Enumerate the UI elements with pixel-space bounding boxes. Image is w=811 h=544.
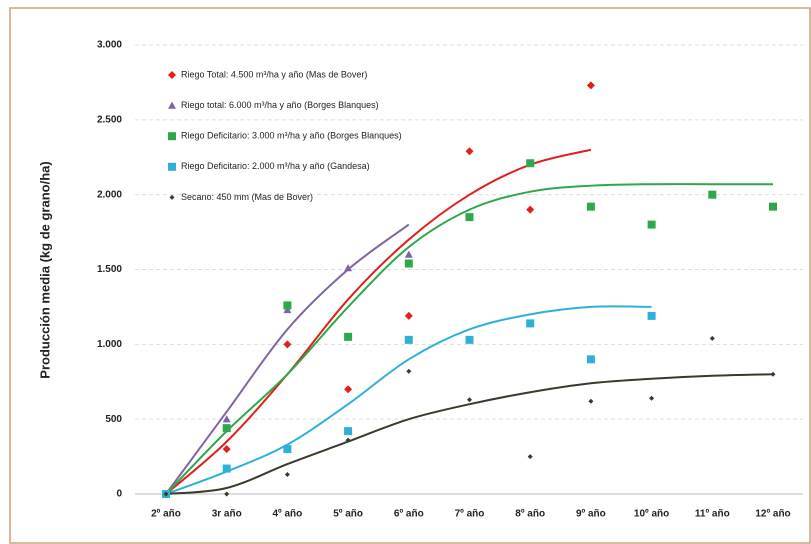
y-tick-label: 0 (116, 489, 122, 500)
point (586, 81, 595, 90)
point (647, 220, 656, 229)
y-axis-label: Producción media (kg de grano/ha) (37, 161, 52, 378)
point (344, 332, 353, 341)
point (163, 491, 169, 497)
legend-marker (168, 162, 176, 171)
point (465, 147, 474, 156)
legend-marker (168, 132, 176, 141)
trend-line (165, 373, 774, 495)
trend-line (165, 148, 592, 495)
x-tick-label: 12º año (755, 509, 790, 520)
point (283, 340, 292, 349)
x-tick-label: 11º año (695, 509, 730, 520)
x-tick-label: 9º año (576, 509, 606, 520)
x-tick-label: 8º año (515, 509, 545, 520)
x-tick-label: 2º año (151, 509, 181, 520)
point (283, 445, 292, 454)
x-tick-label: 5º año (333, 509, 363, 520)
point (222, 415, 231, 423)
trend-line (165, 305, 652, 495)
frame (9, 7, 811, 544)
point (465, 335, 474, 344)
point (526, 159, 535, 168)
legend-label: Riego Total: 4.500 m³/ha y año (Mas de B… (181, 69, 367, 79)
point (526, 205, 535, 214)
point (344, 385, 353, 394)
legend-label: Riego Deficitario: 2.000 m³/ha y año (Ga… (181, 161, 370, 171)
point (284, 472, 290, 478)
point (588, 398, 594, 404)
point (222, 464, 231, 473)
point (404, 335, 413, 344)
point (526, 319, 535, 328)
y-tick-label: 1.500 (97, 264, 122, 275)
x-tick-label: 4º año (273, 509, 303, 520)
point (467, 397, 472, 403)
point (769, 202, 777, 211)
x-tick-label: 3r año (212, 509, 242, 520)
point (283, 301, 292, 310)
point (404, 259, 413, 268)
point (708, 190, 717, 199)
x-tick-label: 6º año (394, 509, 424, 520)
point (527, 454, 533, 460)
point (222, 445, 231, 454)
point (222, 424, 231, 433)
point (586, 202, 595, 211)
point (709, 335, 715, 341)
point (465, 213, 474, 222)
y-tick-label: 500 (105, 414, 122, 425)
point (404, 250, 413, 258)
point (224, 491, 230, 497)
point (345, 437, 351, 443)
legend-label: Secano: 450 mm (Mas de Bover) (181, 192, 313, 202)
trend-line (165, 223, 410, 495)
point (647, 311, 656, 320)
x-tick-label: 7º año (455, 509, 485, 520)
y-tick-label: 3.000 (97, 40, 122, 51)
point (283, 305, 292, 314)
point (770, 371, 776, 377)
point (406, 368, 412, 374)
point (344, 264, 353, 272)
legend-label: Riego total: 6.000 m³/ha y año (Borges B… (181, 100, 379, 110)
trend-line (165, 183, 773, 495)
legend-label: Riego Deficitario: 3.000 m³/ha y año (Bo… (181, 131, 402, 141)
point (404, 311, 413, 320)
y-tick-label: 1.000 (97, 339, 122, 350)
y-tick-label: 2.500 (97, 114, 122, 125)
point (586, 355, 595, 364)
x-tick-label: 10º año (634, 509, 669, 520)
legend-marker (169, 194, 175, 200)
legend-marker (168, 101, 176, 109)
legend-marker (168, 71, 176, 79)
y-tick-label: 2.000 (97, 189, 122, 200)
point (344, 427, 353, 436)
point (649, 395, 655, 401)
